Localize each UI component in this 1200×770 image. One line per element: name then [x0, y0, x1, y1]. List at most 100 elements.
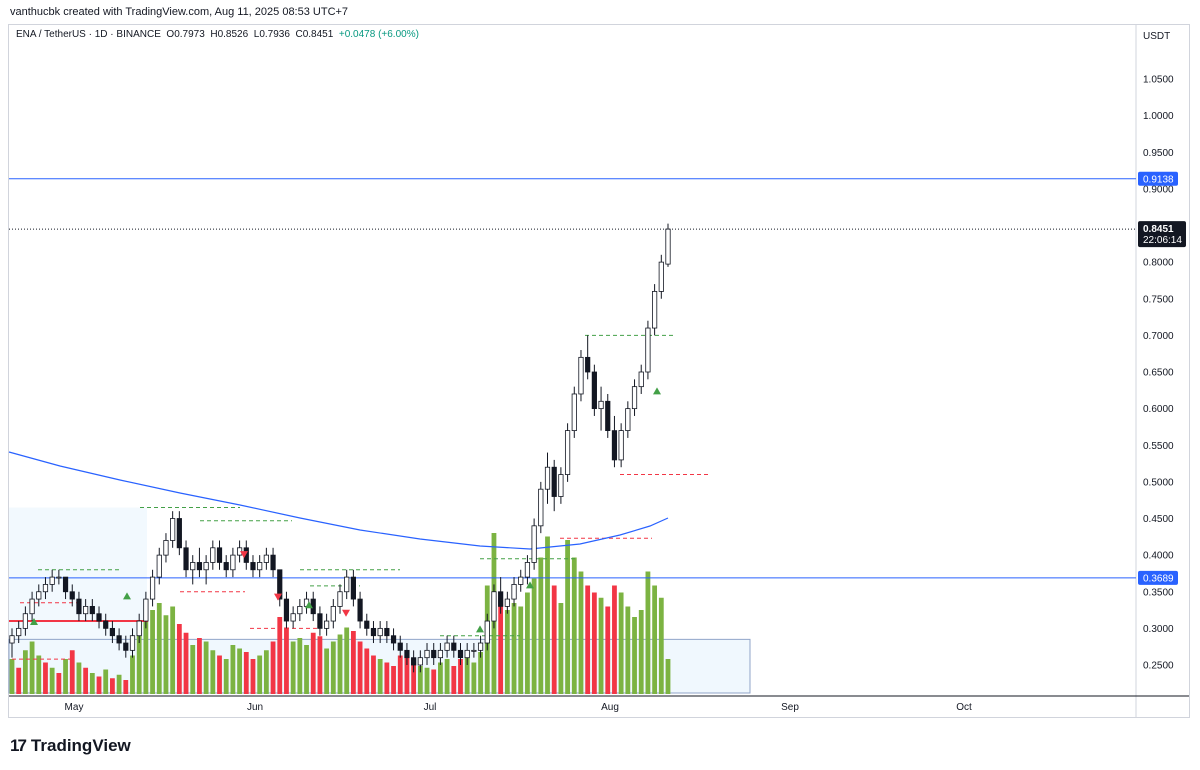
y-tick-label: 0.8000: [1143, 258, 1174, 269]
candle-body: [585, 356, 591, 373]
volume-bar: [270, 641, 276, 694]
candle-body: [424, 649, 430, 659]
y-tick-label: 0.5000: [1143, 477, 1174, 488]
level-label-box: [1138, 570, 1178, 585]
volume-bar: [110, 678, 115, 694]
candle-body: [464, 649, 470, 659]
legend-low-label: L: [253, 29, 260, 40]
volume-bar: [56, 673, 62, 694]
candle-body: [665, 228, 671, 265]
volume-bar: [585, 585, 591, 694]
volume-bar: [337, 634, 343, 694]
volume-bar: [89, 673, 95, 694]
volume-bar: [230, 645, 236, 694]
x-tick-label: Aug: [601, 702, 619, 713]
volume-bar: [16, 667, 22, 694]
sell-signal-icon: [342, 609, 350, 617]
candle-body: [136, 620, 142, 637]
legend-close: 0.8451: [302, 29, 334, 40]
candle-body: [411, 657, 417, 666]
candle-body: [123, 642, 129, 651]
candle-body: [558, 474, 564, 497]
candle-body: [183, 547, 189, 571]
volume-bar: [243, 652, 249, 694]
volume-bar: [591, 592, 597, 694]
volume-bar: [605, 606, 611, 694]
volume-bar: [652, 585, 658, 694]
candle-body: [504, 598, 510, 607]
volume-bar: [197, 638, 202, 694]
candle-body: [76, 598, 82, 615]
volume-bar: [612, 585, 617, 694]
candle-body: [210, 547, 216, 563]
volume-bar: [143, 620, 149, 694]
candle-body: [83, 606, 89, 615]
volume-bar: [310, 632, 316, 694]
candle-body: [598, 400, 604, 410]
y-tick-label: 0.3500: [1143, 587, 1174, 598]
volume-bar: [551, 585, 557, 694]
last-price-box: [1138, 221, 1186, 248]
volume-bar: [371, 655, 376, 694]
y-tick-label: 0.3000: [1143, 624, 1174, 635]
legend-low: 0.7936: [259, 29, 290, 40]
volume-bar: [458, 659, 463, 694]
candle-body: [96, 613, 102, 622]
last-price-label: 0.8451: [1143, 224, 1174, 235]
volume-bar: [451, 666, 457, 694]
volume-bar: [317, 636, 323, 694]
candle-body: [618, 430, 624, 461]
volume-bar: [290, 641, 296, 694]
volume-bar: [364, 648, 370, 694]
currency-label[interactable]: USDT: [1143, 31, 1171, 42]
candle-body: [377, 627, 383, 637]
candle-body: [250, 562, 256, 571]
candle-body: [531, 525, 537, 563]
volume-bar: [203, 641, 209, 694]
volume-bar: [96, 676, 102, 694]
candle-body: [9, 635, 15, 644]
candle-body: [404, 649, 410, 659]
sell-signal-icon: [240, 551, 248, 559]
candle-body: [591, 371, 597, 410]
chart-frame: [8, 24, 1190, 718]
candle-body: [364, 620, 370, 629]
legend-high-label: H: [210, 29, 218, 40]
candle-body: [223, 562, 229, 571]
volume-bar: [504, 610, 510, 694]
candle-body: [451, 642, 457, 651]
y-tick-label: 0.9500: [1143, 148, 1174, 159]
countdown-label: 22:06:14: [1143, 235, 1182, 246]
candle-body: [564, 430, 571, 475]
candle-body: [511, 584, 517, 600]
x-tick-label: Sep: [781, 702, 799, 713]
level-label: 0.3689: [1143, 573, 1174, 584]
tradingview-logo: 17 TradingView: [10, 736, 131, 756]
volume-bar: [545, 536, 550, 694]
candle-body: [297, 606, 303, 615]
volume-bar: [263, 650, 269, 694]
candle-body: [444, 642, 450, 651]
volume-bar: [43, 662, 48, 694]
legend-open: 0.7973: [174, 29, 205, 40]
y-tick-label: 0.5500: [1143, 441, 1174, 452]
candle-body: [638, 371, 644, 388]
candle-body: [36, 591, 42, 600]
legend-symbol[interactable]: ENA / TetherUS · 1D · BINANCE: [16, 29, 161, 40]
candle-body: [658, 261, 664, 292]
candle-body: [156, 554, 162, 578]
volume-bar: [116, 674, 122, 694]
volume-bar: [350, 631, 356, 694]
volume-bar: [150, 610, 155, 694]
volume-bar: [63, 659, 68, 694]
candle-body: [390, 635, 397, 644]
volume-bar: [384, 662, 390, 694]
symbol-legend: ENA / TetherUS · 1D · BINANCE O0.7973 H0…: [16, 29, 419, 40]
buy-signal-icon: [305, 601, 313, 609]
candle-body: [652, 291, 658, 329]
volume-bar: [471, 662, 477, 694]
y-tick-label: 0.6500: [1143, 368, 1174, 379]
candle-body: [357, 598, 363, 622]
volume-bar: [223, 659, 229, 694]
